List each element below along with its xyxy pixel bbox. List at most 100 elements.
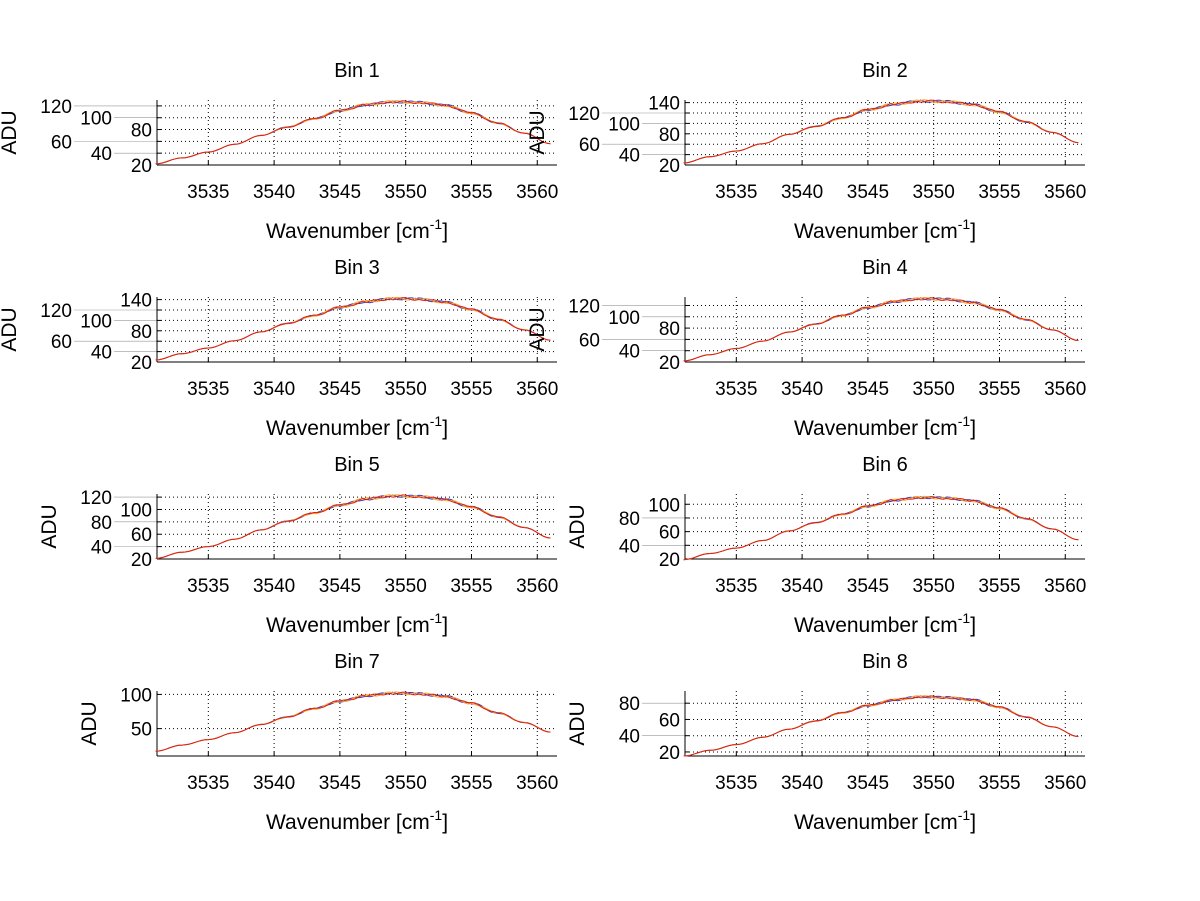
y-tick-label: 100 [120,685,152,706]
x-tick-label: 3545 [847,773,889,794]
series-line-1 [683,695,1079,757]
subplot-title: Bin 1 [334,60,380,82]
y-tick-label: 80 [659,125,680,146]
subplot-bin-8: 3535 3540 3545 3550 3555 3560 20 40 60 80 Bin 8 Wav… [566,651,1086,834]
subplot-bin-7: 3535 3540 3545 3550 3555 3560 50 100 Bin 7 Wavenu… [78,651,558,834]
subplot-title: Bin 3 [334,257,380,279]
series-line-1 [155,297,551,361]
y-tick-label: 40 [619,342,640,363]
series-line-3 [683,695,1079,757]
series-line-1 [683,496,1079,561]
x-tick-label: 3540 [253,379,295,400]
subplot-bin-3: 3535 3540 3545 3550 3555 3560 20 40 60 80 100 120 14… [0,257,558,440]
x-tick-label: 3555 [450,379,492,400]
y-tick-label: 80 [619,509,640,530]
series-line-2 [683,695,1079,757]
series-line-2 [155,691,551,752]
y-tick-label: 40 [619,536,640,557]
x-tick-label: 3540 [781,576,823,597]
x-tick-label: 3560 [516,576,558,597]
y-axis-label: ADU [0,307,21,351]
x-tick-label: 3560 [1044,576,1086,597]
y-tick-label: 20 [659,156,680,177]
y-axis-label: ADU [0,110,21,154]
series-line-2 [683,99,1079,164]
series-line-3 [155,297,551,361]
subplot-title: Bin 8 [862,651,908,673]
series-line-1 [155,691,551,752]
y-axis-label: ADU [566,701,589,745]
x-tick-label: 3550 [385,379,427,400]
x-tick-label: 3555 [978,182,1020,203]
y-tick-label: 80 [619,694,640,715]
x-tick-label: 3555 [450,576,492,597]
x-axis-label: Wavenumber [cm-1] [794,807,976,834]
x-tick-label: 3540 [781,182,823,203]
subplot-bin-2: 3535 3540 3545 3550 3555 3560 20 40 60 80 100 120 14… [526,60,1086,243]
x-tick-label: 3535 [715,379,757,400]
y-tick-label: 60 [659,710,680,731]
x-tick-label: 3555 [978,379,1020,400]
x-tick-label: 3535 [715,576,757,597]
y-tick-label: 60 [659,523,680,544]
subplot-bin-6: 3535 3540 3545 3550 3555 3560 20 40 60 80 100 Bin 6… [566,454,1086,637]
x-tick-label: 3560 [1044,773,1086,794]
y-tick-label: 20 [131,550,152,571]
y-tick-label: 100 [80,311,112,332]
x-tick-label: 3550 [913,379,955,400]
y-tick-label: 60 [51,332,72,353]
x-tick-label: 3540 [781,773,823,794]
series-line-2 [155,494,551,559]
x-tick-label: 3550 [913,576,955,597]
series-line-1 [155,100,551,165]
x-tick-label: 3545 [847,379,889,400]
y-tick-label: 20 [659,550,680,571]
series-line-2 [683,296,1079,362]
y-tick-label: 60 [51,132,72,153]
y-tick-label: 20 [131,353,152,374]
series-line-3 [155,691,551,752]
x-axis-label: Wavenumber [cm-1] [794,610,976,637]
y-tick-label: 60 [579,330,600,351]
subplot-title: Bin 4 [862,257,908,279]
x-tick-label: 3560 [516,182,558,203]
y-axis-label: ADU [526,110,549,154]
x-tick-label: 3535 [187,576,229,597]
x-tick-label: 3535 [715,773,757,794]
y-tick-label: 40 [91,144,112,165]
x-tick-label: 3550 [913,182,955,203]
series-line-3 [683,99,1079,164]
x-tick-label: 3540 [253,182,295,203]
subplot-bin-1: 3535 3540 3545 3550 3555 3560 20 40 60 80 100 120 Bi… [0,60,558,243]
x-tick-label: 3560 [1044,379,1086,400]
y-tick-label: 20 [131,156,152,177]
x-tick-label: 3555 [450,182,492,203]
x-tick-label: 3545 [847,182,889,203]
series-line-1 [683,297,1079,362]
x-axis-label: Wavenumber [cm-1] [266,216,448,243]
y-tick-label: 120 [40,97,72,118]
y-tick-label: 120 [568,104,600,125]
y-tick-label: 120 [40,301,72,322]
x-tick-label: 3545 [319,379,361,400]
y-tick-label: 100 [120,500,152,521]
y-tick-label: 100 [80,109,112,130]
y-axis-label: ADU [526,307,549,351]
series-line-1 [683,99,1079,164]
y-tick-label: 40 [619,146,640,167]
x-tick-label: 3550 [385,773,427,794]
y-tick-label: 100 [608,308,640,329]
y-tick-label: 50 [131,720,152,741]
series-line-3 [683,297,1079,362]
y-axis-label: ADU [38,504,61,548]
y-tick-label: 120 [568,296,600,317]
series-line-1 [155,494,551,559]
y-tick-label: 40 [91,343,112,364]
x-tick-label: 3535 [187,379,229,400]
y-tick-label: 80 [131,121,152,142]
series-line-2 [155,100,551,165]
series-line-3 [155,494,551,559]
y-tick-label: 20 [659,353,680,374]
y-tick-label: 140 [648,94,680,115]
x-tick-label: 3550 [385,182,427,203]
